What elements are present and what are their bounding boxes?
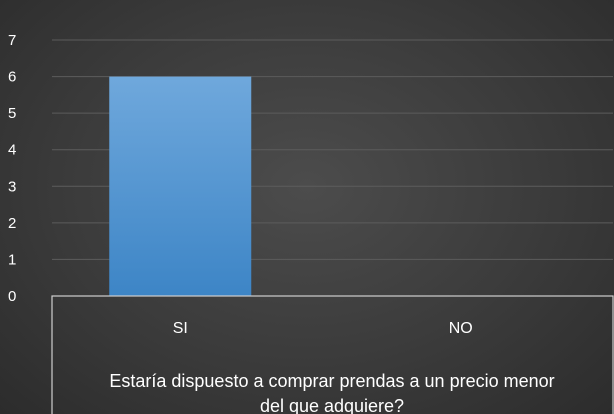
y-tick-label: 6 (8, 69, 16, 86)
x-category-label-no: NO (449, 320, 473, 337)
y-tick-label: 0 (8, 288, 16, 305)
y-axis: 0 1 2 3 4 5 6 7 (8, 32, 16, 305)
x-axis-title-line-1: Estaría dispuesto a comprar prendas a un… (109, 371, 554, 391)
y-tick-label: 1 (8, 251, 16, 268)
y-tick-label: 2 (8, 215, 16, 232)
y-tick-label: 7 (8, 32, 16, 49)
y-tick-label: 4 (8, 142, 16, 159)
x-axis-categories: SI NO (173, 320, 473, 337)
y-tick-label: 3 (8, 178, 16, 195)
bars (109, 76, 252, 296)
y-tick-label: 5 (8, 105, 16, 122)
x-axis-box (51, 295, 614, 414)
bar-si (109, 76, 252, 296)
x-category-label-si: SI (173, 320, 188, 337)
x-axis-title-line-2: del que adquiere? (260, 396, 404, 414)
